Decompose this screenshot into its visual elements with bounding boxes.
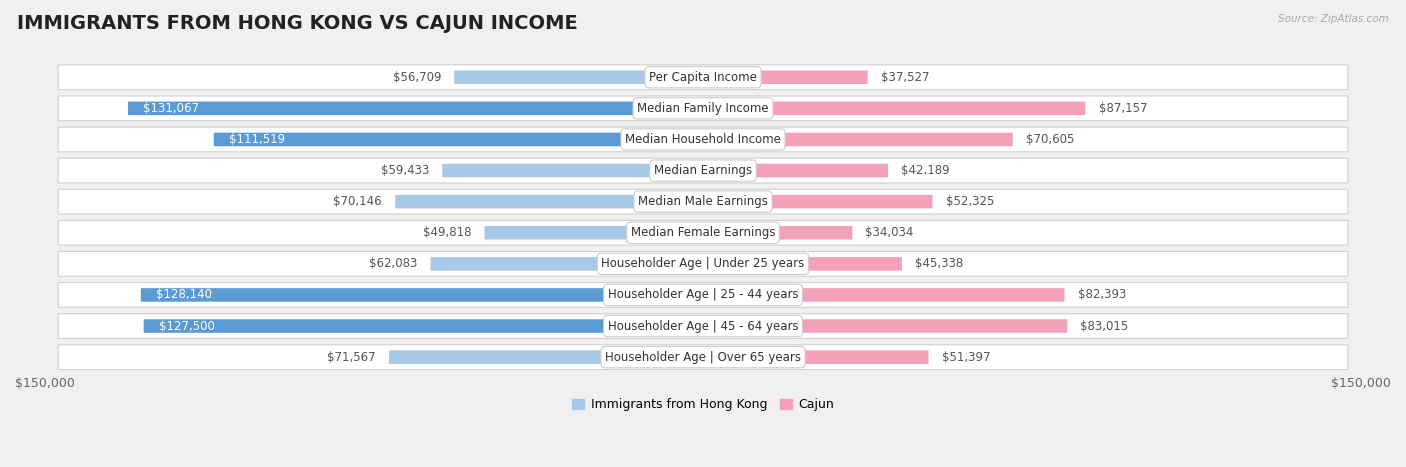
FancyBboxPatch shape	[395, 195, 703, 208]
Text: $83,015: $83,015	[1080, 319, 1129, 333]
Text: $37,527: $37,527	[880, 71, 929, 84]
Text: $52,325: $52,325	[946, 195, 994, 208]
FancyBboxPatch shape	[58, 158, 1348, 183]
FancyBboxPatch shape	[128, 101, 703, 115]
FancyBboxPatch shape	[703, 288, 1064, 302]
Text: Householder Age | Under 25 years: Householder Age | Under 25 years	[602, 257, 804, 270]
Text: Per Capita Income: Per Capita Income	[650, 71, 756, 84]
FancyBboxPatch shape	[703, 101, 1085, 115]
FancyBboxPatch shape	[703, 195, 932, 208]
FancyBboxPatch shape	[443, 164, 703, 177]
FancyBboxPatch shape	[58, 127, 1348, 152]
Text: $49,818: $49,818	[423, 226, 471, 239]
FancyBboxPatch shape	[454, 71, 703, 84]
Text: Median Earnings: Median Earnings	[654, 164, 752, 177]
FancyBboxPatch shape	[389, 350, 703, 364]
FancyBboxPatch shape	[58, 220, 1348, 245]
Text: Source: ZipAtlas.com: Source: ZipAtlas.com	[1278, 14, 1389, 24]
Text: $70,605: $70,605	[1026, 133, 1074, 146]
FancyBboxPatch shape	[143, 319, 703, 333]
Text: $59,433: $59,433	[381, 164, 429, 177]
FancyBboxPatch shape	[58, 189, 1348, 214]
Text: Householder Age | Over 65 years: Householder Age | Over 65 years	[605, 351, 801, 364]
Text: Median Family Income: Median Family Income	[637, 102, 769, 115]
Text: $82,393: $82,393	[1077, 289, 1126, 301]
Text: $111,519: $111,519	[229, 133, 285, 146]
Text: $70,146: $70,146	[333, 195, 382, 208]
FancyBboxPatch shape	[58, 345, 1348, 369]
FancyBboxPatch shape	[430, 257, 703, 271]
FancyBboxPatch shape	[58, 314, 1348, 339]
Legend: Immigrants from Hong Kong, Cajun: Immigrants from Hong Kong, Cajun	[567, 393, 839, 416]
FancyBboxPatch shape	[703, 226, 852, 240]
Text: Median Household Income: Median Household Income	[626, 133, 780, 146]
FancyBboxPatch shape	[703, 350, 928, 364]
FancyBboxPatch shape	[214, 133, 703, 146]
FancyBboxPatch shape	[703, 133, 1012, 146]
FancyBboxPatch shape	[58, 283, 1348, 307]
Text: Median Female Earnings: Median Female Earnings	[631, 226, 775, 239]
Text: Median Male Earnings: Median Male Earnings	[638, 195, 768, 208]
FancyBboxPatch shape	[58, 96, 1348, 121]
Text: Householder Age | 25 - 44 years: Householder Age | 25 - 44 years	[607, 289, 799, 301]
Text: $56,709: $56,709	[392, 71, 441, 84]
FancyBboxPatch shape	[703, 319, 1067, 333]
Text: $131,067: $131,067	[143, 102, 200, 115]
Text: $71,567: $71,567	[328, 351, 375, 364]
Text: $87,157: $87,157	[1098, 102, 1147, 115]
Text: $127,500: $127,500	[159, 319, 215, 333]
Text: $62,083: $62,083	[370, 257, 418, 270]
Text: IMMIGRANTS FROM HONG KONG VS CAJUN INCOME: IMMIGRANTS FROM HONG KONG VS CAJUN INCOM…	[17, 14, 578, 33]
Text: $42,189: $42,189	[901, 164, 950, 177]
Text: Householder Age | 45 - 64 years: Householder Age | 45 - 64 years	[607, 319, 799, 333]
Text: $45,338: $45,338	[915, 257, 963, 270]
FancyBboxPatch shape	[703, 71, 868, 84]
FancyBboxPatch shape	[703, 164, 889, 177]
Text: $128,140: $128,140	[156, 289, 212, 301]
Text: $34,034: $34,034	[866, 226, 914, 239]
FancyBboxPatch shape	[703, 257, 901, 271]
FancyBboxPatch shape	[141, 288, 703, 302]
FancyBboxPatch shape	[58, 251, 1348, 276]
FancyBboxPatch shape	[485, 226, 703, 240]
Text: $51,397: $51,397	[942, 351, 990, 364]
FancyBboxPatch shape	[58, 65, 1348, 90]
